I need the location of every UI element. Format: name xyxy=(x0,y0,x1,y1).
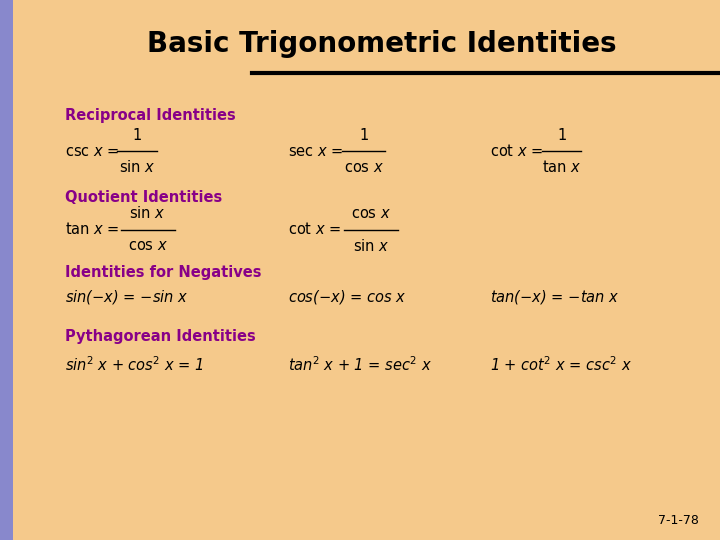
Text: 1: 1 xyxy=(132,127,141,143)
Text: sin($-x$) = $-$sin $x$: sin($-x$) = $-$sin $x$ xyxy=(65,288,188,306)
Text: sin $x$: sin $x$ xyxy=(353,238,389,254)
Bar xyxy=(0,0,13,540)
Text: sin $x$: sin $x$ xyxy=(130,205,166,221)
Text: 7-1-78: 7-1-78 xyxy=(657,514,698,526)
Text: Quotient Identities: Quotient Identities xyxy=(65,190,222,205)
Text: tan $x$ =: tan $x$ = xyxy=(65,221,120,238)
Text: Reciprocal Identities: Reciprocal Identities xyxy=(65,108,235,123)
Text: cos $x$: cos $x$ xyxy=(351,206,391,221)
Text: 1: 1 xyxy=(557,127,566,143)
Text: tan $x$: tan $x$ xyxy=(542,159,581,176)
Text: Identities for Negatives: Identities for Negatives xyxy=(65,265,261,280)
Text: 1 + cot$^2$ $x$ = csc$^2$ $x$: 1 + cot$^2$ $x$ = csc$^2$ $x$ xyxy=(490,355,631,374)
Text: cot $x$ =: cot $x$ = xyxy=(288,221,341,238)
Text: cos $x$: cos $x$ xyxy=(343,160,384,175)
Text: Basic Trigonometric Identities: Basic Trigonometric Identities xyxy=(147,30,616,58)
Text: cos($-x$) = cos $x$: cos($-x$) = cos $x$ xyxy=(288,288,407,306)
Text: csc $x$ =: csc $x$ = xyxy=(65,144,119,159)
Text: 1: 1 xyxy=(359,127,368,143)
Text: cos $x$: cos $x$ xyxy=(127,238,168,253)
Text: sec $x$ =: sec $x$ = xyxy=(288,144,343,159)
Text: tan($-x$) = $-$tan $x$: tan($-x$) = $-$tan $x$ xyxy=(490,288,619,306)
Text: cot $x$ =: cot $x$ = xyxy=(490,143,543,159)
Text: sin $x$: sin $x$ xyxy=(119,159,155,176)
Text: tan$^2$ $x$ + 1 = sec$^2$ $x$: tan$^2$ $x$ + 1 = sec$^2$ $x$ xyxy=(288,355,432,374)
Text: sin$^2$ $x$ + cos$^2$ $x$ = 1: sin$^2$ $x$ + cos$^2$ $x$ = 1 xyxy=(65,355,204,374)
Text: Pythagorean Identities: Pythagorean Identities xyxy=(65,329,256,345)
